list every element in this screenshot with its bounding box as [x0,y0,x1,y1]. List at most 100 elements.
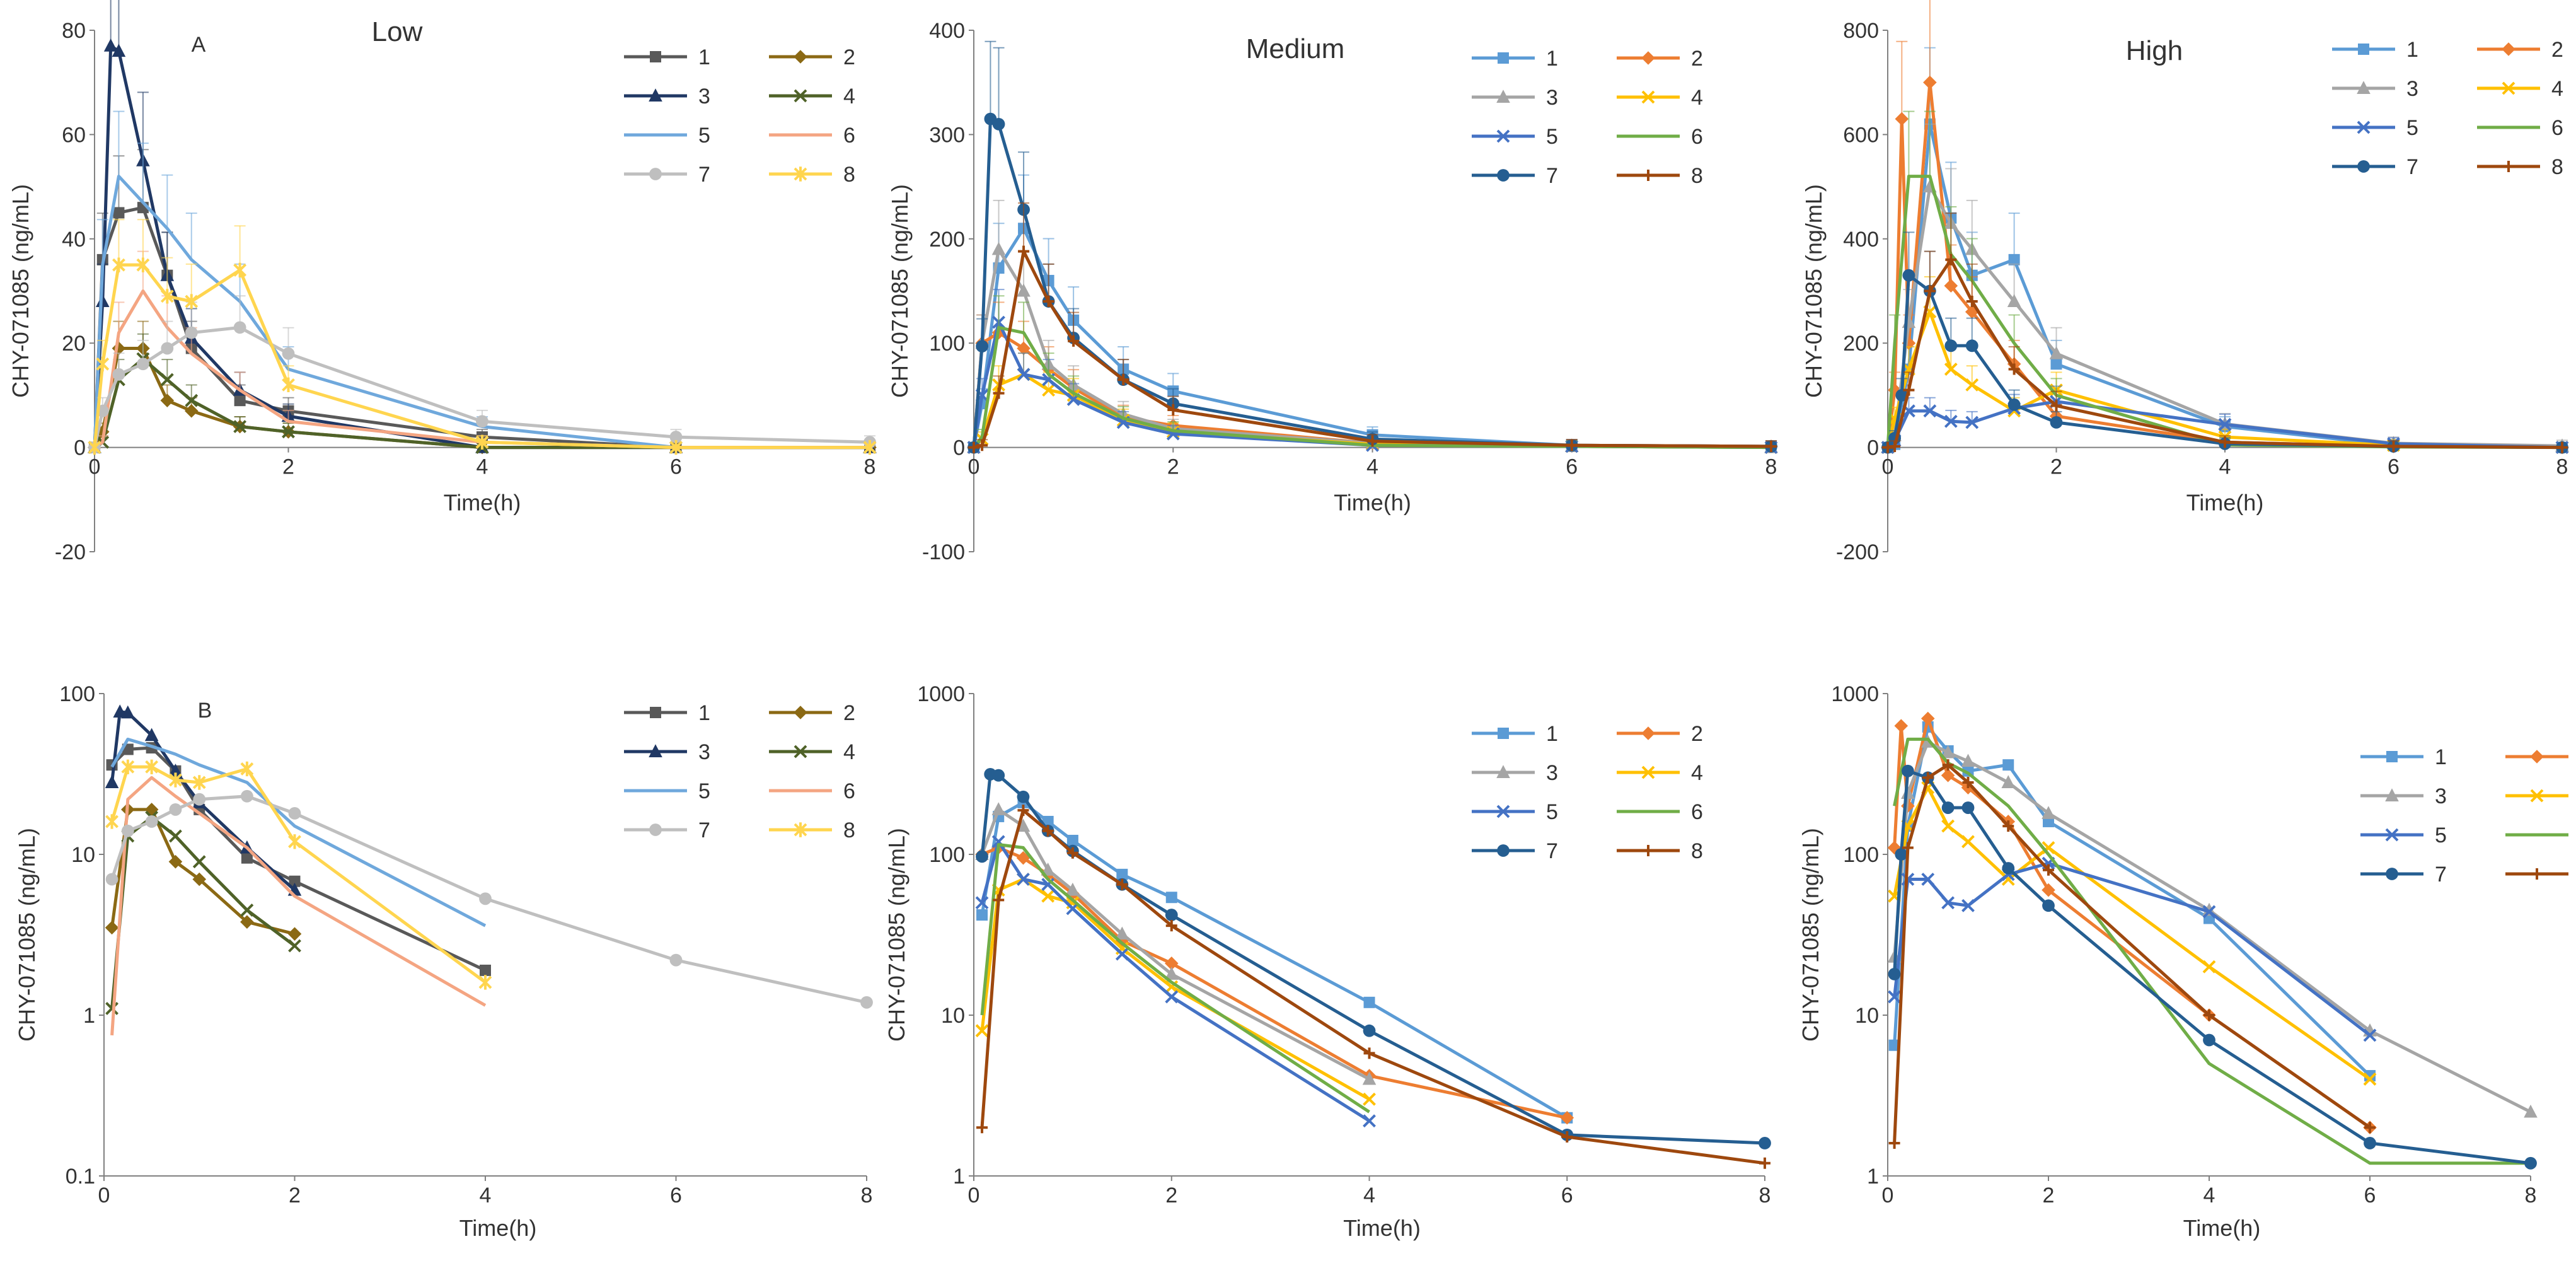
legend-label: 7 [2435,863,2447,887]
series-line [1893,861,2371,1037]
legend-marker [1498,52,1509,64]
data-point [105,1002,118,1015]
legend-marker [649,168,662,180]
x-tick-label: 8 [1759,1184,1771,1207]
legend-item: 1 [1472,722,1558,746]
y-tick-label: 100 [1843,843,1879,867]
data-point [1965,378,1979,392]
series-line [1893,740,2532,1114]
data-point [1961,899,1975,912]
x-tick-label: 2 [2043,1184,2055,1207]
data-point [2043,864,2054,876]
series-line [980,808,1765,1165]
legend-marker [794,706,807,719]
data-point [1945,253,1957,265]
data-point [1042,825,1054,837]
y-tick-label: -200 [1836,540,1879,564]
legend-item: 6 [769,124,855,148]
series-3 [967,199,1778,453]
chart-b_medium: 1 10 100 1000 0 2 4 6 8 Time(h) CHY-071085 (ng/mL)… [884,682,1771,1241]
data-point [975,1024,989,1038]
y-tick-label: 0 [74,436,86,460]
y-tick-label: 1 [83,1004,95,1028]
legend-label: 5 [698,124,710,148]
legend-marker [1496,805,1510,818]
data-point [1017,805,1029,817]
series-line [110,815,296,1009]
series-line [972,226,1772,448]
data-point [282,425,295,439]
data-point [192,855,206,869]
legend-item: 2 [769,701,855,725]
series-8 [1888,759,2376,1149]
legend: 1 2 3 4 5 6 7 8 [1472,47,1703,188]
data-point [1888,968,1901,980]
data-point [241,852,253,864]
x-tick-label: 6 [670,1184,682,1207]
legend-item: 7 [1472,839,1558,863]
data-point [2002,759,2014,771]
y-tick-label: 100 [929,332,965,356]
series-4 [975,873,1376,1106]
legend-label: 3 [1546,86,1558,110]
data-point [669,431,683,443]
legend-marker [1496,129,1510,143]
data-point [121,705,135,719]
data-point [1066,847,1078,859]
data-point [105,921,119,935]
data-point [1116,868,1128,880]
y-tick-label: 1 [953,1165,965,1189]
legend-label: 6 [2551,116,2563,140]
legend-item: 4 [2477,77,2563,101]
series-8 [1882,212,2568,453]
data-point [1363,996,1375,1008]
data-point [234,395,246,407]
legend-marker [2385,788,2399,801]
series-line [973,250,1772,450]
series-line [1893,786,2371,1081]
legend-marker [1497,844,1510,857]
data-point [192,872,207,887]
data-point [185,393,199,407]
data-point [96,356,110,371]
data-point [2203,1033,2215,1047]
legend-label: 7 [1546,164,1558,188]
legend-marker [1641,726,1655,740]
legend-label: 3 [2435,784,2447,808]
y-tick-label: 400 [1843,228,1879,252]
x-axis-label: Time(h) [1343,1215,1421,1241]
series-7 [1888,764,2537,1170]
data-point [1116,878,1128,890]
legend-item: 2 [1617,722,1703,746]
legend-item: 1 [624,701,710,725]
legend-item: 2 [2505,750,2568,764]
legend-label: 4 [843,740,855,764]
data-point [2042,899,2055,912]
legend-marker [1641,51,1655,65]
legend-label: 2 [1691,722,1703,746]
x-tick-label: 8 [2556,455,2568,479]
data-point [860,996,873,1009]
y-tick-label: 1000 [1831,682,1879,706]
x-tick-label: 4 [2203,1184,2215,1207]
legend-item: 6 [769,779,855,803]
series-3 [1881,123,2569,453]
chart-b_low: 0.1 1 10 100 0 2 4 6 8 Time(h) CHY-071085 (ng/mL) 1… [14,682,873,1241]
data-point [1923,404,1937,418]
y-tick-label: 0 [953,436,965,460]
legend-item: 7 [2360,863,2447,887]
legend-marker [650,707,661,718]
legend-item: 2 [769,45,855,69]
data-point [863,439,877,455]
legend-marker [794,166,807,182]
chart-title: Low [372,16,423,47]
y-tick-label: 10 [71,843,95,867]
data-point [2202,960,2216,974]
legend-item: 4 [1617,86,1703,110]
data-point [1921,873,1935,886]
data-point [480,964,491,976]
x-tick-label: 8 [864,455,876,479]
y-tick-label: 300 [929,123,965,147]
legend-label: 2 [843,701,855,725]
